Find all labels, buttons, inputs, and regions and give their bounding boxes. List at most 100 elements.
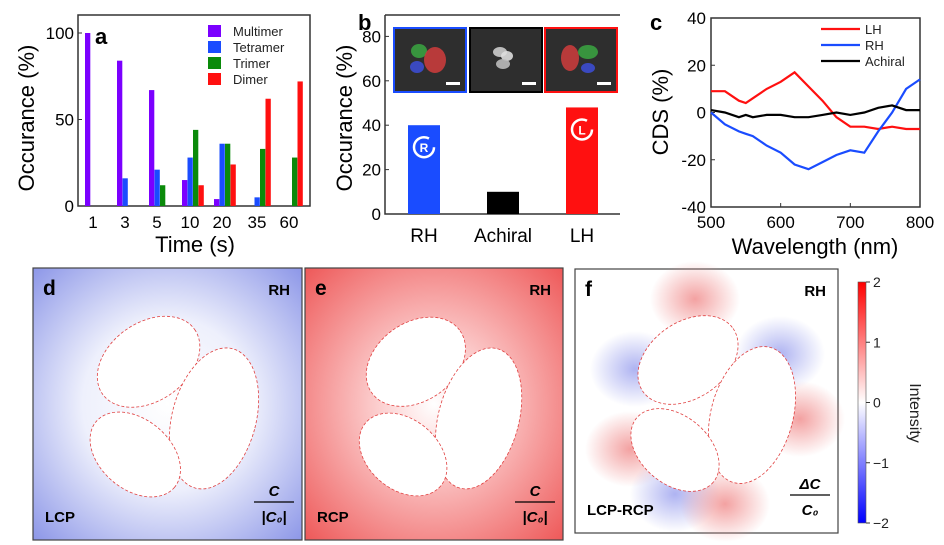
colorbar-tick-label: 2 [873,274,881,290]
nanoparticle-shape [501,51,513,61]
bar-trimer [160,185,166,206]
bar-trimer [225,143,231,206]
y-tick-label-c: -40 [681,198,706,217]
nanoparticle-shape [410,61,424,73]
field-map-f: f RH LCP-RCP ΔC C₀ [574,261,845,542]
bar-multimer [117,60,123,207]
panel-label-e: e [315,277,327,300]
colorbar [857,281,867,524]
polarization-label: LCP [45,509,75,526]
y-tick-label-b: 80 [362,27,381,46]
legend-label-multimer: Multimer [233,24,284,39]
y-tick-label-b: 60 [362,72,381,91]
formula-numerator: C [530,483,542,500]
polarization-label: LCP-RCP [587,502,654,519]
rotation-arrow-icon [570,118,594,141]
legend-label-rh: RH [865,38,884,53]
legend-label-dimer: Dimer [233,72,268,87]
legend-label-lh: LH [865,22,882,37]
y-tick-label-b: 20 [362,161,381,180]
bar-multimer [182,180,188,206]
bar-tetramer [219,143,225,206]
x-tick-label-a: 3 [120,213,129,232]
legend-swatch-dimer [208,73,221,85]
bar-multimer [149,90,155,206]
nanoparticle-ellipse [96,315,201,408]
bar-tetramer [254,197,260,206]
y-tick-label-c: 20 [687,56,706,75]
bar-multimer [214,199,220,206]
panel-label-b: b [358,10,371,35]
formula-denominator: |C₀| [261,509,286,526]
legend-label-tetramer: Tetramer [233,40,285,55]
bar-tetramer [187,157,193,206]
x-tick-label-b: LH [570,226,594,247]
x-tick-label-c: 500 [697,213,725,232]
formula-denominator: |C₀| [522,509,547,526]
handedness-label: RH [268,282,290,299]
legend-label-trimer: Trimer [233,56,271,71]
field-map-background [32,267,303,541]
nanoparticle-shape [411,44,427,58]
field-map-e: e RH RCP C |C₀| [304,267,564,541]
colorbar-label: Intensity [906,383,923,443]
bar-trimer [193,129,199,206]
legend-swatch-multimer [208,25,221,37]
bar-icon-letter: R [420,141,429,155]
y-axis-label-b: Occurance (%) [332,45,357,192]
scale-bar [522,82,536,85]
bar-multimer [85,33,91,206]
nanoparticle-ellipse [708,346,796,484]
polarization-label: RCP [317,509,349,526]
handedness-label: RH [804,283,826,300]
bar-dimer [198,185,204,206]
bar-trimer [292,157,298,206]
colorbar-tick-label: −1 [873,455,889,471]
scale-bar [597,82,611,85]
nanoparticle-shape [581,63,595,73]
formula-numerator: ΔC [799,476,822,493]
x-tick-label-c: 800 [906,213,934,232]
colorbar-tick-label: 0 [873,395,881,411]
nanoparticle-shape [496,59,510,69]
y-axis-label-c: CDS (%) [648,69,673,156]
line-achiral [710,104,920,119]
y-axis-label-a: Occurance (%) [14,45,39,192]
bar-icon-letter: L [578,123,585,137]
colorbar-tick-label: −2 [873,515,889,531]
formula-denominator: C₀ [802,502,819,519]
panel-label-a: a [95,24,108,49]
legend-swatch-tetramer [208,41,221,53]
y-tick-label-a: 100 [46,24,74,43]
line-lh [711,70,920,131]
nanoparticle-ellipse [637,315,739,405]
scale-bar [446,82,460,85]
y-tick-label-c: 0 [697,104,706,123]
nanoparticle-shape [424,47,446,73]
nanoparticle-ellipse [89,411,181,498]
x-tick-label-b: RH [410,226,437,247]
x-tick-label-a: 10 [181,213,200,232]
x-tick-label-c: 600 [766,213,794,232]
sem-inset-image [544,27,618,93]
bar-dimer [297,81,303,206]
legend-swatch-trimer [208,57,221,69]
line-rh [710,78,921,171]
x-tick-label-a: 35 [248,213,267,232]
bar-lh [566,107,598,214]
panel-label-c: c [650,10,662,35]
bar-dimer [265,98,271,206]
nanoparticle-shape [578,45,598,59]
bar-dimer [230,164,236,206]
bar-rh [408,125,440,214]
x-tick-label-a: 1 [88,213,97,232]
nanoparticle-ellipse [358,412,448,497]
y-tick-label-c: -20 [681,151,706,170]
field-map-d: d RH LCP C |C₀| [32,267,303,541]
bar-achiral [487,191,519,214]
nanoparticle-ellipse [630,408,720,492]
x-axis-label-c: Wavelength (nm) [732,234,899,259]
y-tick-label-c: 40 [687,9,706,28]
